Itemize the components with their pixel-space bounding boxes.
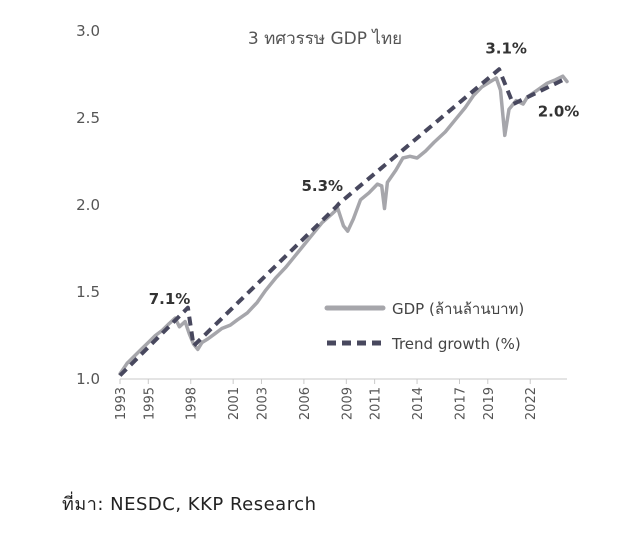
x-tick-label: 2022 [524,387,539,420]
legend: GDP (ล้านล้านบาท) Trend growth (%) [324,300,524,353]
x-tick-label: 1995 [142,387,157,420]
chart-title: 3 ทศวรรษ GDP ไทย [248,28,402,49]
gdp-chart: 3 ทศวรรษ GDP ไทย 1.01.52.02.53.0 1993 199… [76,22,580,420]
x-tick-label: 2019 [482,387,497,420]
legend-label-gdp: GDP (ล้านล้านบาท) [392,300,524,318]
y-tick-label: 2.0 [76,196,100,214]
growth-annotation: 3.1% [485,40,527,58]
x-tick-labels: 1993 1995 1998 2001 2003 2006 2009 2011 2014 2017… [114,387,539,420]
legend-label-trend: Trend growth (%) [391,335,521,353]
x-tick-label: 2009 [340,387,355,420]
growth-annotation: 7.1% [149,290,191,308]
x-axis [119,378,567,384]
x-tick-label: 2006 [298,387,313,420]
x-tick-label: 2017 [453,387,468,420]
x-tick-label: 2014 [411,387,426,420]
x-tick-label: 1993 [114,387,129,420]
growth-annotation: 5.3% [301,177,343,195]
gdp-series-line [118,74,569,376]
trend-series-line [118,67,568,377]
x-tick-label: 2011 [369,387,384,420]
x-tick-label: 2003 [255,387,270,420]
y-tick-label: 1.0 [76,370,100,388]
y-tick-label: 1.5 [76,283,100,301]
source-note: ที่มา: NESDC, KKP Research [62,494,317,515]
y-tick-label: 3.0 [76,22,100,40]
x-tick-label: 2001 [227,387,242,420]
series-lines [118,67,569,377]
x-tick-label: 1998 [185,387,200,420]
growth-annotation: 2.0% [538,102,580,120]
annotations: 7.1% 5.3% 3.1% 2.0% [149,40,580,309]
y-axis: 1.0 1.5 2.0 2.5 3.0 [76,22,100,388]
y-tick-label: 2.5 [76,109,100,127]
